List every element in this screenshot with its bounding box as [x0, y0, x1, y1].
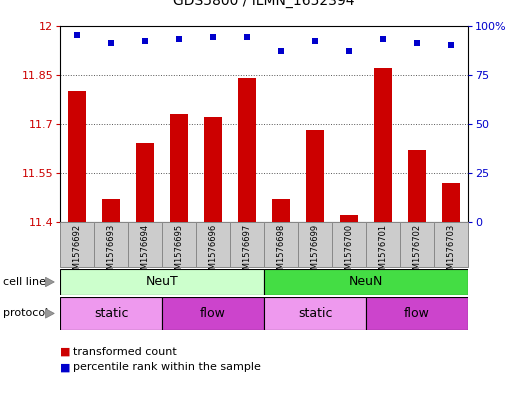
Bar [366, 222, 400, 267]
Text: GSM1576701: GSM1576701 [379, 223, 388, 279]
Bar [162, 222, 196, 267]
Point [243, 34, 252, 40]
Bar [60, 269, 264, 295]
Bar [60, 222, 94, 267]
Text: GSM1576698: GSM1576698 [277, 223, 286, 280]
Text: GSM1576699: GSM1576699 [311, 223, 320, 279]
Bar [68, 91, 86, 222]
Bar [196, 222, 230, 267]
Text: ■: ■ [60, 347, 71, 357]
Text: NeuT: NeuT [146, 275, 178, 288]
Bar [400, 222, 434, 267]
Bar [136, 143, 154, 222]
Text: flow: flow [404, 307, 430, 320]
Bar [128, 222, 162, 267]
Bar [434, 222, 468, 267]
Text: GSM1576702: GSM1576702 [413, 223, 422, 279]
Bar [340, 215, 358, 222]
Bar [264, 222, 298, 267]
Text: GSM1576693: GSM1576693 [107, 223, 116, 280]
Point [311, 38, 320, 44]
Point [413, 40, 422, 46]
Bar [102, 199, 120, 222]
Point [345, 48, 354, 54]
Text: static: static [94, 307, 128, 320]
Text: flow: flow [200, 307, 226, 320]
Text: static: static [298, 307, 332, 320]
Bar [230, 222, 264, 267]
Bar [272, 199, 290, 222]
Point [447, 42, 456, 48]
Text: GSM1576697: GSM1576697 [243, 223, 252, 280]
Bar [408, 150, 426, 222]
Bar [264, 269, 468, 295]
Point [379, 36, 388, 42]
Text: GDS5800 / ILMN_1652394: GDS5800 / ILMN_1652394 [173, 0, 355, 8]
Point [277, 48, 286, 54]
Bar [374, 68, 392, 222]
Bar [94, 222, 128, 267]
Bar [162, 297, 264, 330]
Bar [442, 183, 460, 222]
Bar [332, 222, 366, 267]
Bar [204, 117, 222, 222]
Text: GSM1576700: GSM1576700 [345, 223, 354, 279]
Bar [366, 297, 468, 330]
Text: transformed count: transformed count [73, 347, 177, 357]
Text: cell line: cell line [3, 277, 46, 287]
Text: GSM1576694: GSM1576694 [141, 223, 150, 279]
Text: GSM1576692: GSM1576692 [73, 223, 82, 279]
Text: ■: ■ [60, 362, 71, 373]
Text: GSM1576695: GSM1576695 [175, 223, 184, 279]
Bar [238, 78, 256, 222]
Bar [170, 114, 188, 222]
Text: NeuN: NeuN [349, 275, 383, 288]
Point [175, 36, 184, 42]
Point [73, 32, 82, 39]
Text: GSM1576703: GSM1576703 [447, 223, 456, 280]
Bar [60, 297, 162, 330]
Bar [298, 222, 332, 267]
Text: GSM1576696: GSM1576696 [209, 223, 218, 280]
Bar [306, 130, 324, 222]
Text: protocol: protocol [3, 309, 48, 318]
Point [107, 40, 116, 46]
Bar [264, 297, 366, 330]
Text: percentile rank within the sample: percentile rank within the sample [73, 362, 261, 373]
Point [209, 34, 218, 40]
Point [141, 38, 150, 44]
